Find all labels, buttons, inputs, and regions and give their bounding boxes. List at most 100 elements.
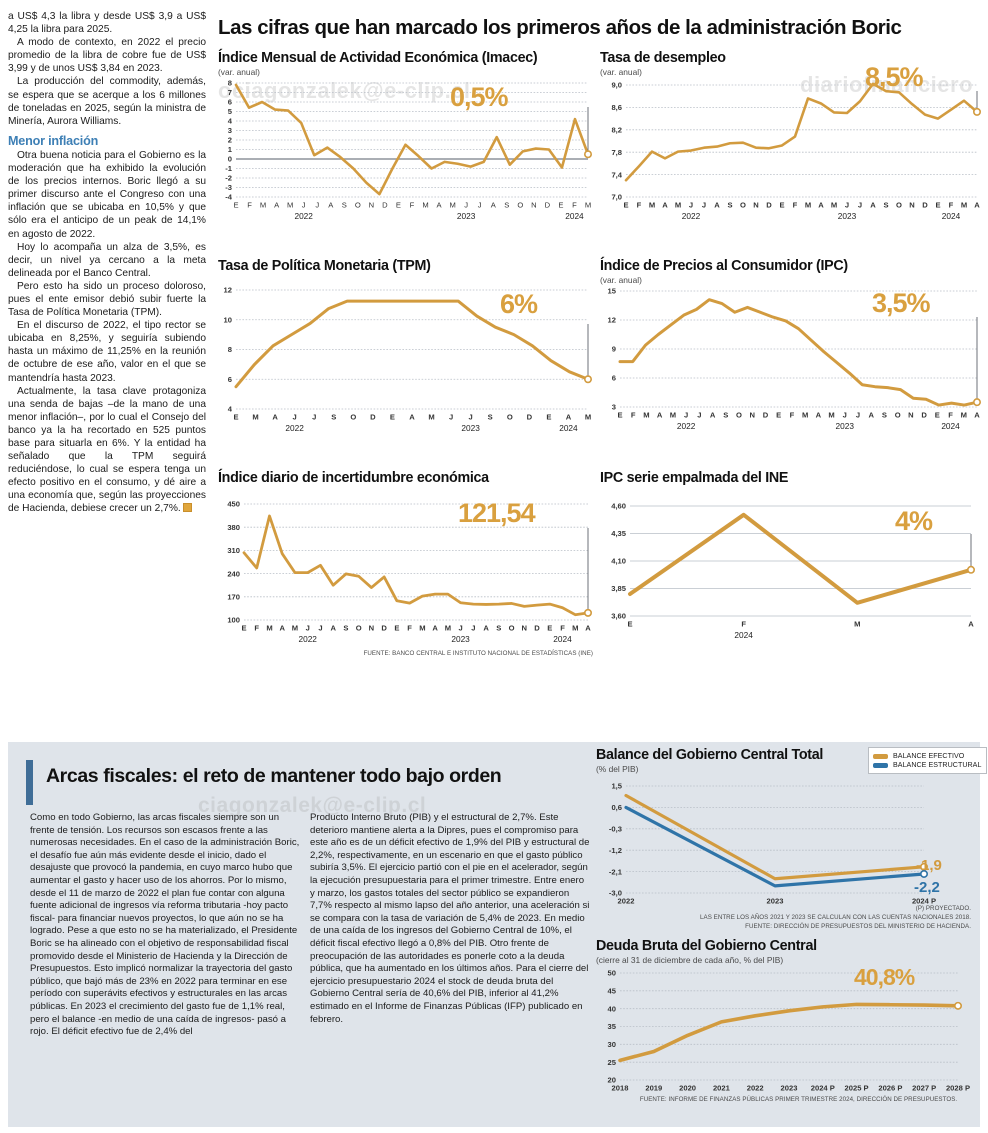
svg-text:D: D <box>534 624 540 633</box>
svg-text:J: J <box>306 624 310 633</box>
chart-note-3: FUENTE: DIRECCIÓN DE PRESUPUESTOS DEL MI… <box>745 923 971 930</box>
svg-text:50: 50 <box>608 969 616 978</box>
svg-text:0,6: 0,6 <box>611 803 622 812</box>
svg-text:-2: -2 <box>225 174 232 183</box>
svg-text:6: 6 <box>228 98 232 107</box>
chart-callout-value: 3,5% <box>872 288 931 318</box>
svg-text:N: N <box>369 201 374 210</box>
svg-text:2023: 2023 <box>781 1084 798 1093</box>
svg-text:F: F <box>631 411 636 420</box>
balance-estructural-value: -2,2 <box>914 879 940 896</box>
svg-text:170: 170 <box>227 593 240 602</box>
svg-text:A: A <box>437 201 443 210</box>
svg-text:O: O <box>736 411 742 420</box>
chart-title: Deuda Bruta del Gobierno Central <box>596 938 817 954</box>
svg-text:A: A <box>483 624 489 633</box>
chart-source-note: FUENTE: BANCO CENTRAL E INSTITUTO NACION… <box>363 650 593 657</box>
svg-text:6: 6 <box>612 374 616 383</box>
svg-text:O: O <box>740 201 746 210</box>
chart-plot-area: 7,0 7,4 7,8 8,2 8,6 9,0 E F M A M J J A S O N D E F M A M J J A S O… <box>600 77 985 227</box>
svg-text:M: M <box>643 411 649 420</box>
svg-text:M: M <box>428 413 434 422</box>
svg-text:M: M <box>585 201 591 210</box>
svg-text:40: 40 <box>608 1004 616 1013</box>
svg-text:F: F <box>793 201 798 210</box>
svg-text:M: M <box>292 624 298 633</box>
chart-note-1: (P) PROYECTADO. <box>915 905 971 912</box>
svg-text:E: E <box>558 201 563 210</box>
svg-text:D: D <box>921 411 927 420</box>
svg-text:E: E <box>233 413 238 422</box>
svg-text:M: M <box>831 201 837 210</box>
fiscal-section-title: Arcas fiscales: el reto de mantener todo… <box>46 765 502 787</box>
chart-plot-area: 20 25 30 35 40 45 50 2018 2019 2020 2021 2022 2023 20… <box>596 965 976 1110</box>
chart-plot-area: 100 170 240 310 380 450 E F M A M J J A S O N D E F M A M J J A S O… <box>218 498 596 650</box>
svg-text:5: 5 <box>228 107 233 116</box>
svg-text:E: E <box>547 624 552 633</box>
svg-text:A: A <box>710 411 716 420</box>
article-paragraph-text: Actualmente, la tasa clave protagoniza u… <box>8 385 206 515</box>
svg-text:D: D <box>370 413 376 422</box>
svg-text:2023: 2023 <box>451 634 470 644</box>
svg-text:N: N <box>909 201 914 210</box>
svg-text:A: A <box>330 624 336 633</box>
svg-text:S: S <box>882 411 887 420</box>
svg-text:4: 4 <box>228 117 233 126</box>
svg-text:2022: 2022 <box>677 421 696 431</box>
chart-title: Índice diario de incertidumbre económica <box>218 470 489 486</box>
svg-text:8: 8 <box>228 79 232 88</box>
chart-callout-value: 6% <box>500 289 538 319</box>
svg-text:J: J <box>845 201 849 210</box>
svg-text:2: 2 <box>228 136 232 145</box>
page-title: Las cifras que han marcado los primeros … <box>218 16 902 39</box>
article-subheading: Menor inflación <box>8 133 99 148</box>
svg-text:N: N <box>908 411 913 420</box>
svg-text:8,6: 8,6 <box>611 103 622 112</box>
svg-text:J: J <box>458 624 462 633</box>
svg-text:45: 45 <box>608 987 617 996</box>
chart-deuda-bruta: Deuda Bruta del Gobierno Central (cierre… <box>596 938 976 1110</box>
end-mark-icon <box>182 503 192 513</box>
svg-text:J: J <box>318 624 322 633</box>
article-paragraph: Otra buena noticia para el Gobierno es l… <box>8 149 206 240</box>
legend-label: BALANCE EFECTIVO <box>893 752 965 760</box>
svg-text:3,60: 3,60 <box>611 612 626 621</box>
svg-text:A: A <box>868 411 874 420</box>
svg-text:D: D <box>766 201 772 210</box>
svg-text:D: D <box>381 624 387 633</box>
legend-item-efectivo: BALANCE EFECTIVO <box>873 752 981 760</box>
svg-text:E: E <box>776 411 781 420</box>
svg-text:2022: 2022 <box>682 211 701 221</box>
svg-text:M: M <box>449 201 455 210</box>
svg-text:A: A <box>279 624 285 633</box>
chart-callout-value: 4% <box>895 506 933 536</box>
svg-text:A: A <box>816 411 822 420</box>
svg-text:4,60: 4,60 <box>611 502 626 511</box>
svg-text:7: 7 <box>228 88 232 97</box>
svg-text:12: 12 <box>224 286 232 295</box>
svg-text:J: J <box>478 201 482 210</box>
svg-text:F: F <box>247 201 252 210</box>
svg-text:S: S <box>504 201 509 210</box>
svg-text:2023: 2023 <box>838 211 857 221</box>
svg-text:A: A <box>272 413 278 422</box>
svg-text:E: E <box>627 620 632 629</box>
svg-text:2024 P: 2024 P <box>912 897 936 906</box>
svg-text:E: E <box>241 624 246 633</box>
svg-text:O: O <box>509 624 515 633</box>
svg-text:F: F <box>741 620 746 629</box>
svg-text:N: N <box>522 624 527 633</box>
svg-text:E: E <box>617 411 622 420</box>
svg-text:S: S <box>883 201 888 210</box>
svg-text:A: A <box>974 411 980 420</box>
chart-plot-area: -4 -3 -2 -1 0 1 2 3 4 5 6 7 8 E F M A M J J A S O N D E F M A M J J A S O N… <box>218 77 596 227</box>
svg-text:M: M <box>805 201 811 210</box>
svg-text:-1: -1 <box>225 164 233 173</box>
svg-text:M: M <box>828 411 834 420</box>
svg-text:450: 450 <box>227 500 240 509</box>
svg-text:35: 35 <box>608 1022 617 1031</box>
svg-text:F: F <box>254 624 259 633</box>
svg-text:O: O <box>517 201 523 210</box>
chart-tpm: Tasa de Política Monetaria (TPM) 4 6 8 10 12… <box>218 258 596 439</box>
svg-text:2021: 2021 <box>713 1084 731 1093</box>
